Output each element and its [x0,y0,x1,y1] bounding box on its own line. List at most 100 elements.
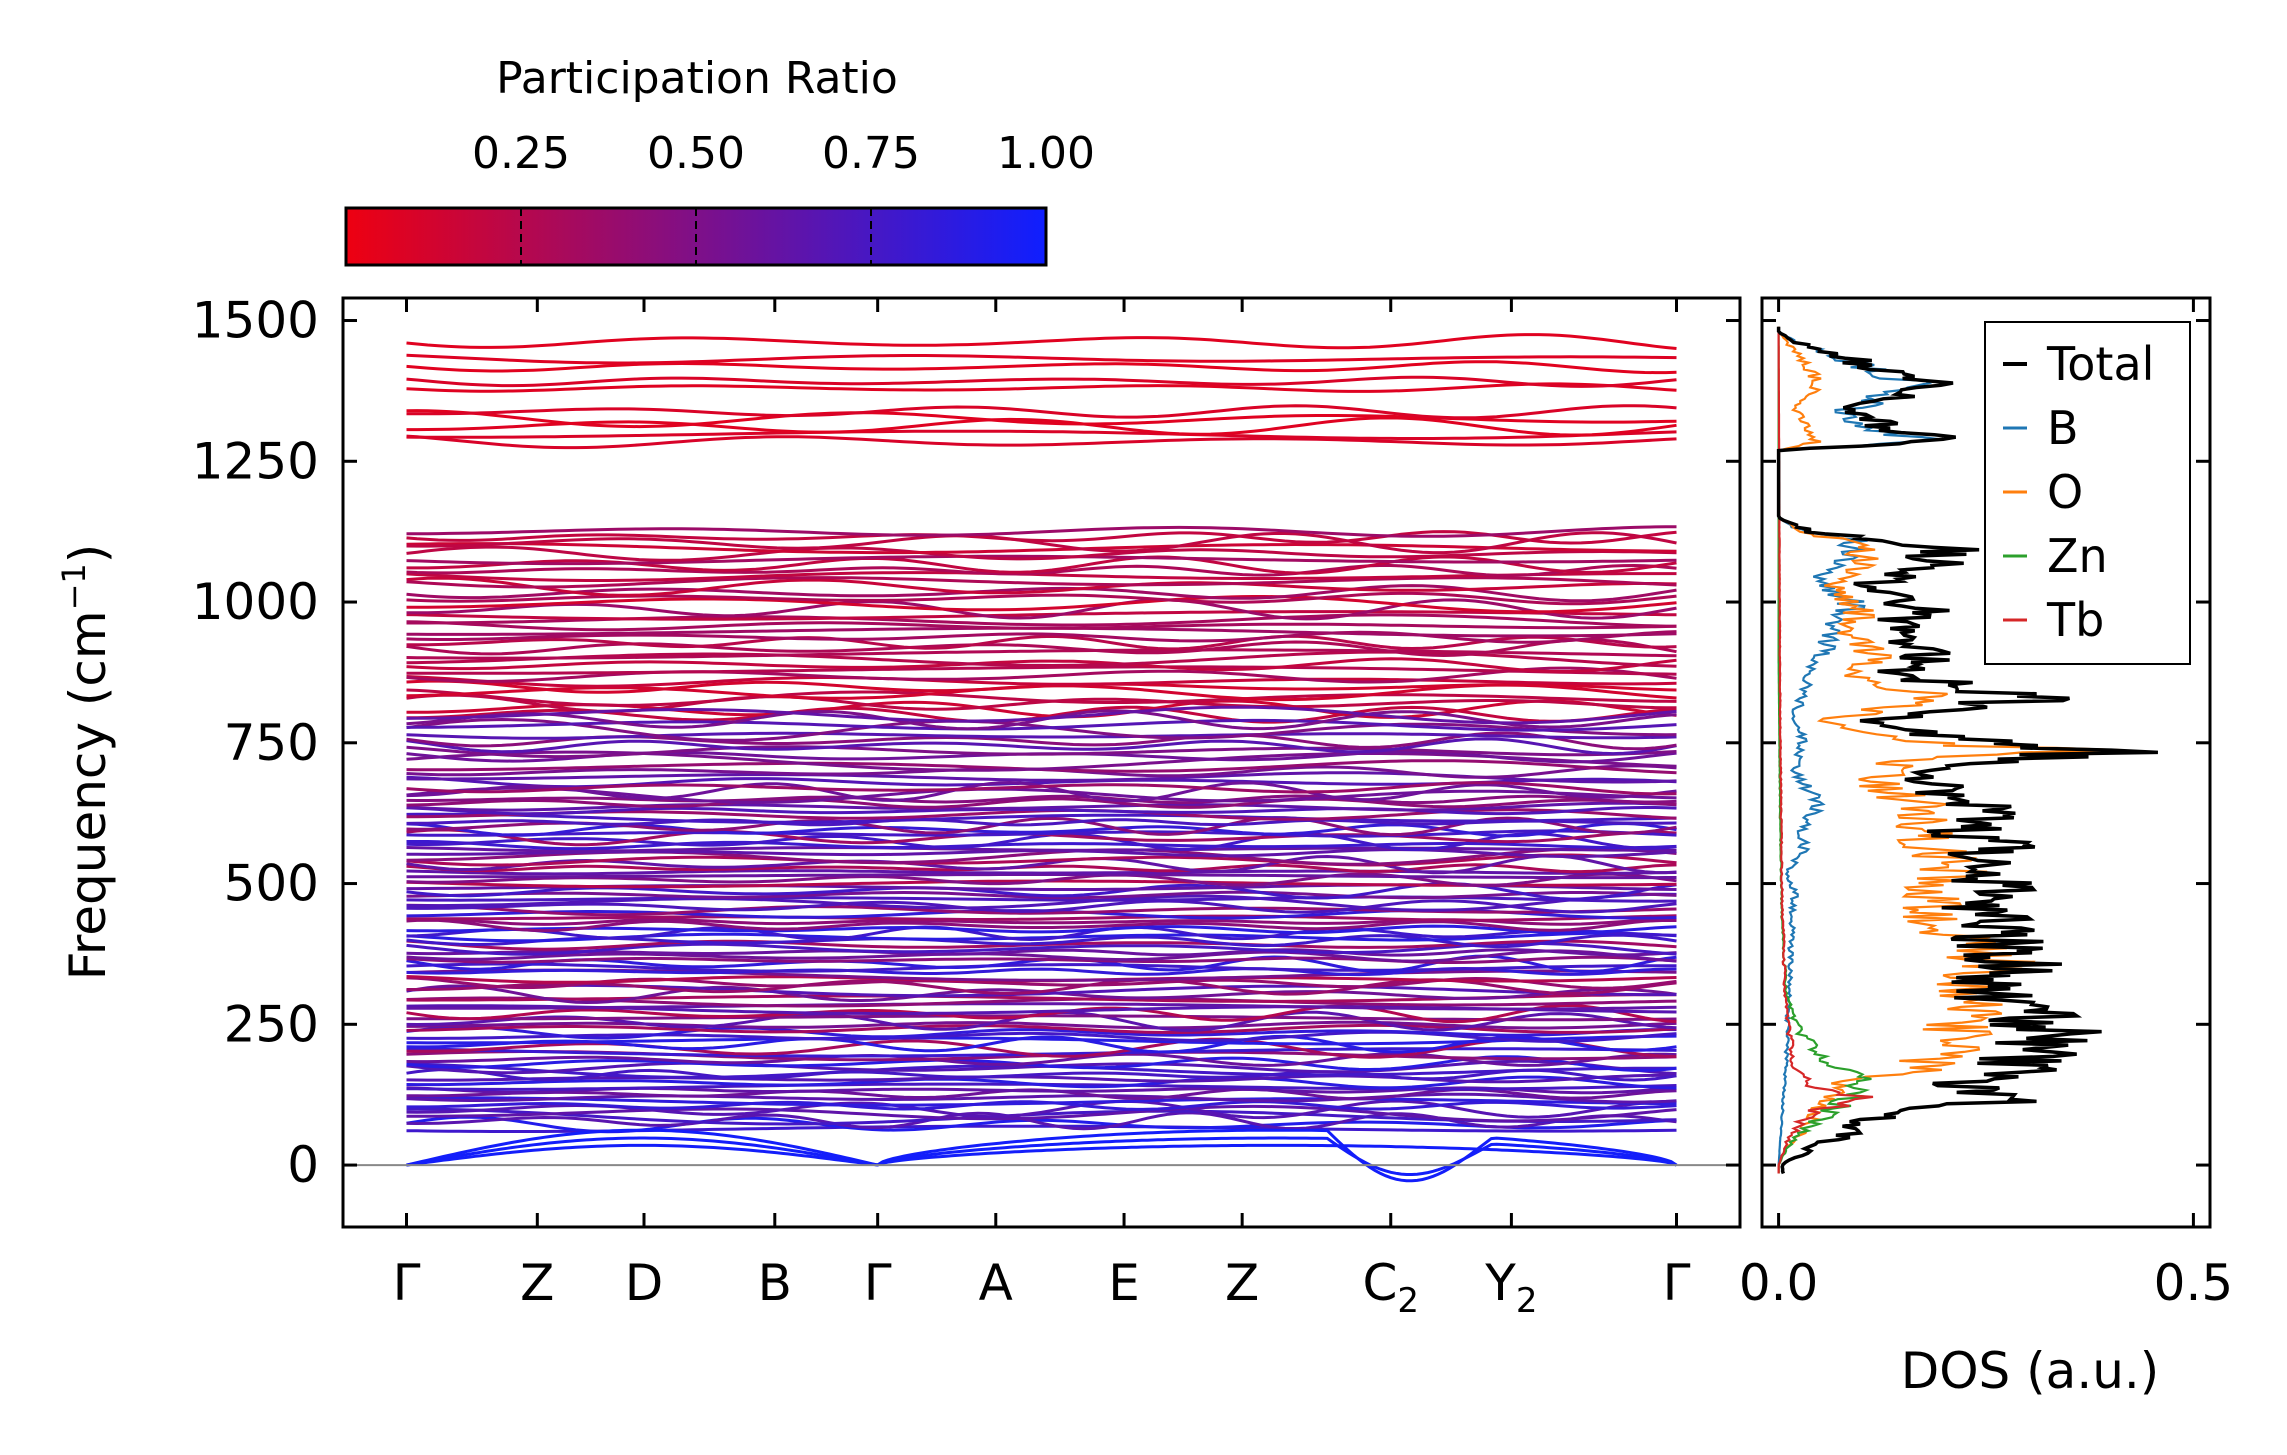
band-line [406,545,1677,562]
band-line [406,1096,1677,1107]
band-line [406,620,1677,632]
band-line [406,1111,1677,1131]
band-line [406,657,1677,674]
colorbar: Participation Ratio 0.25 0.50 0.75 1.00 [344,53,1095,267]
band-ytick-label: 1250 [192,432,319,490]
band-ytick-label: 500 [224,855,319,913]
kpoint-letter: Z [520,1254,554,1312]
band-line [406,542,1677,555]
band-ylabel-main: Frequency (cm [59,610,117,980]
band-ytick-label: 1500 [192,292,319,350]
band-line [406,1030,1677,1043]
band-line [406,705,1677,725]
band-line [406,846,1677,853]
band-line [406,375,1677,388]
band-line [406,1073,1677,1084]
colorbar-tick-label: 0.25 [472,128,570,179]
band-axes-frame [341,296,1742,1229]
acoustic-band-line [406,1128,1678,1183]
band-line [406,666,1677,684]
dos-axes-frame [1760,296,2212,1229]
band-line [406,571,1677,582]
band-line [406,1002,1677,1011]
band-line [406,1003,1677,1024]
band-line [406,781,1677,796]
band-line [406,899,1677,914]
band-line [406,1092,1677,1104]
kpoint-letter: Γ [1663,1254,1691,1312]
band-line [406,530,1677,545]
kpoint-letter: Y [1484,1254,1516,1312]
kpoint-label: B [758,1254,792,1312]
kpoint-label: E [1108,1254,1140,1312]
kpoint-letter: D [625,1254,664,1312]
band-line [406,890,1677,900]
colorbar-label: Participation Ratio [496,53,898,104]
legend-entry: Zn [2047,529,2108,583]
band-line [406,531,1677,555]
kpoint-subscript: 2 [1397,1281,1419,1321]
band-ytick-label: 0 [287,1136,319,1194]
band-line [406,731,1677,740]
band-line [406,737,1677,756]
band-line [406,863,1677,874]
band-line [406,634,1677,651]
kpoint-letter: A [979,1254,1013,1312]
band-line [406,869,1677,876]
band-line [406,416,1677,437]
band-ylabel: Frequency (cm−1) [55,544,117,981]
kpoint-letter: C [1362,1254,1397,1312]
legend-entry: B [2047,401,2079,455]
band-line [406,914,1677,922]
band-line [406,1034,1677,1046]
band-line [406,745,1677,759]
band-line [406,563,1677,578]
legend-entry: Total [2046,337,2154,391]
colorbar-tick-label: 1.00 [997,128,1095,179]
dos-xtick-label: 0.5 [2154,1254,2234,1312]
kpoint-letter: Z [1225,1254,1259,1312]
band-line [406,797,1677,809]
kpoint-letter: Γ [393,1254,421,1312]
band-line [406,665,1677,676]
dos-xtick-label: 0.0 [1739,1254,1819,1312]
band-line [406,525,1677,538]
kpoint-label: C2 [1362,1254,1419,1321]
band-line [406,595,1677,614]
kpoint-label: Γ [393,1254,421,1312]
kpoint-label: A [979,1254,1013,1312]
band-line [406,576,1677,597]
band-line [406,360,1677,375]
colorbar-tick-label: 0.50 [647,128,745,179]
band-line [406,630,1677,644]
band-line [406,598,1677,621]
band-line [406,818,1677,827]
band-line [406,854,1677,875]
band-line [406,903,1677,917]
band-line [406,924,1677,935]
band-ylabel-end: ) [59,544,117,564]
band-line [406,333,1677,350]
acoustic-band-line [406,1136,1678,1176]
band-line [406,404,1677,420]
band-line [406,925,1677,942]
band-line [406,648,1677,660]
kpoint-label: Z [1225,1254,1259,1312]
band-ytick-label: 250 [224,995,319,1053]
kpoint-subscript: 2 [1516,1281,1538,1321]
band-line [406,576,1677,589]
colorbar-tick-label: 0.75 [822,128,920,179]
dos-line-total [1776,326,2158,1175]
band-ytick-label: 750 [224,714,319,772]
band-line [406,806,1677,816]
band-line [406,1025,1677,1040]
legend-entry: O [2047,465,2083,519]
kpoint-label: D [625,1254,664,1312]
band-line [406,610,1677,621]
kpoint-label: Z [520,1254,554,1312]
band-line [406,872,1677,887]
band-line [406,794,1677,805]
kpoint-letter: E [1108,1254,1140,1312]
